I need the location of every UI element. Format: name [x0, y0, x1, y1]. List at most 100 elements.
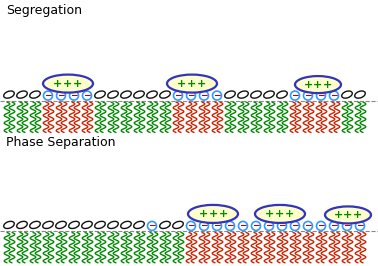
- Ellipse shape: [255, 205, 305, 223]
- Circle shape: [291, 221, 299, 230]
- Ellipse shape: [251, 91, 261, 98]
- Text: +: +: [313, 80, 323, 90]
- Text: −: −: [148, 221, 156, 230]
- Text: +: +: [322, 80, 332, 90]
- Text: Phase Separation: Phase Separation: [6, 136, 116, 149]
- Text: −: −: [187, 221, 195, 230]
- Ellipse shape: [277, 91, 287, 98]
- Circle shape: [330, 221, 339, 230]
- Ellipse shape: [147, 91, 157, 98]
- Text: −: −: [83, 91, 91, 100]
- Circle shape: [174, 91, 183, 100]
- Text: −: −: [213, 221, 221, 230]
- Text: +: +: [343, 210, 353, 220]
- Circle shape: [147, 221, 156, 230]
- Text: +: +: [353, 210, 362, 220]
- Circle shape: [304, 221, 313, 230]
- Text: −: −: [317, 91, 325, 100]
- Ellipse shape: [82, 221, 92, 228]
- Circle shape: [186, 91, 195, 100]
- Text: −: −: [291, 91, 299, 100]
- Circle shape: [200, 91, 209, 100]
- Text: +: +: [285, 209, 294, 219]
- Circle shape: [212, 91, 222, 100]
- Text: −: −: [226, 221, 234, 230]
- Ellipse shape: [108, 221, 118, 228]
- Circle shape: [316, 221, 325, 230]
- Text: −: −: [70, 91, 78, 100]
- Text: +: +: [218, 209, 228, 219]
- Ellipse shape: [188, 205, 238, 223]
- Circle shape: [330, 91, 339, 100]
- Text: −: −: [174, 91, 182, 100]
- Text: −: −: [291, 221, 299, 230]
- Ellipse shape: [342, 91, 352, 98]
- Ellipse shape: [43, 221, 53, 228]
- Text: +: +: [208, 209, 218, 219]
- Circle shape: [291, 91, 299, 100]
- Text: −: −: [57, 91, 65, 100]
- Text: +: +: [334, 210, 344, 220]
- Ellipse shape: [30, 221, 40, 228]
- Text: +: +: [177, 78, 187, 89]
- Ellipse shape: [160, 221, 170, 228]
- Ellipse shape: [43, 74, 93, 93]
- Text: −: −: [44, 91, 52, 100]
- Text: −: −: [278, 221, 286, 230]
- Ellipse shape: [355, 91, 365, 98]
- Ellipse shape: [134, 91, 144, 98]
- Text: Segregation: Segregation: [6, 4, 82, 17]
- Text: −: −: [356, 221, 364, 230]
- Ellipse shape: [69, 221, 79, 228]
- Text: −: −: [330, 91, 338, 100]
- Circle shape: [251, 221, 260, 230]
- Text: +: +: [265, 209, 275, 219]
- Text: −: −: [252, 221, 260, 230]
- Circle shape: [56, 91, 65, 100]
- Ellipse shape: [167, 74, 217, 93]
- Text: +: +: [198, 209, 208, 219]
- Text: +: +: [304, 80, 313, 90]
- Ellipse shape: [121, 91, 131, 98]
- Ellipse shape: [95, 221, 105, 228]
- Circle shape: [304, 91, 313, 100]
- Text: −: −: [304, 221, 312, 230]
- Circle shape: [239, 221, 248, 230]
- Ellipse shape: [173, 221, 183, 228]
- Ellipse shape: [238, 91, 248, 98]
- Text: +: +: [73, 78, 83, 89]
- Text: −: −: [304, 91, 312, 100]
- Circle shape: [82, 91, 91, 100]
- Text: +: +: [276, 209, 285, 219]
- Text: −: −: [200, 91, 208, 100]
- Text: −: −: [330, 221, 338, 230]
- Text: −: −: [200, 221, 208, 230]
- Ellipse shape: [295, 76, 341, 93]
- Ellipse shape: [4, 91, 14, 98]
- Text: +: +: [187, 78, 197, 89]
- Text: −: −: [239, 221, 247, 230]
- Ellipse shape: [17, 221, 27, 228]
- Ellipse shape: [56, 221, 66, 228]
- Ellipse shape: [134, 221, 144, 228]
- Text: −: −: [213, 91, 221, 100]
- Text: −: −: [317, 221, 325, 230]
- Ellipse shape: [121, 221, 131, 228]
- Text: +: +: [64, 78, 73, 89]
- Ellipse shape: [160, 91, 170, 98]
- Ellipse shape: [108, 91, 118, 98]
- Circle shape: [316, 91, 325, 100]
- Circle shape: [265, 221, 274, 230]
- Text: −: −: [187, 91, 195, 100]
- Text: +: +: [197, 78, 207, 89]
- Circle shape: [342, 221, 352, 230]
- Circle shape: [277, 221, 287, 230]
- Text: −: −: [343, 221, 351, 230]
- Ellipse shape: [264, 91, 274, 98]
- Text: −: −: [265, 221, 273, 230]
- Circle shape: [226, 221, 234, 230]
- Text: +: +: [53, 78, 63, 89]
- Ellipse shape: [30, 91, 40, 98]
- Ellipse shape: [325, 206, 371, 223]
- Circle shape: [43, 91, 53, 100]
